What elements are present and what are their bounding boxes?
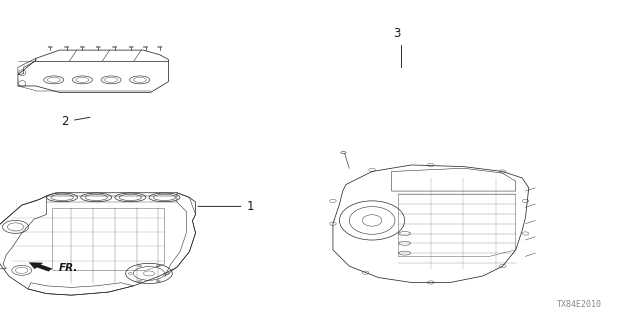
Text: FR.: FR. [59,263,78,273]
Text: 3: 3 [393,27,401,40]
Polygon shape [29,263,52,271]
Text: 2: 2 [61,115,90,128]
Text: 1: 1 [198,200,254,213]
Text: TX84E2010: TX84E2010 [557,300,602,309]
